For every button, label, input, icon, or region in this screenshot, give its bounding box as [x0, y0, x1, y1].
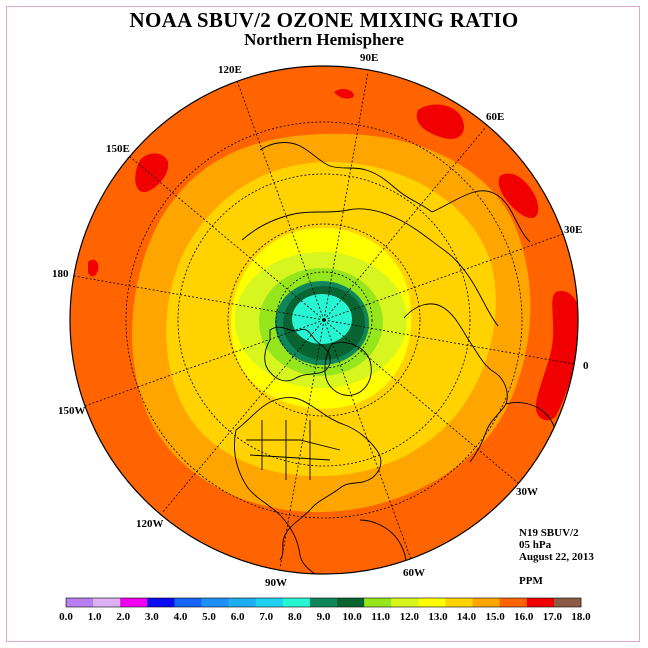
colorbar-tick-label: 8.0	[288, 611, 302, 623]
max-region	[334, 89, 354, 99]
colorbar-tick-label: 0.0	[59, 611, 73, 623]
date-label: August 22, 2013	[519, 551, 594, 563]
max-region	[498, 173, 539, 218]
colorbar-tick-label: 6.0	[231, 611, 245, 623]
lon-label-0: 0	[583, 360, 589, 372]
coastline-asia	[259, 142, 433, 213]
colorbar-swatch	[201, 598, 229, 607]
lon-label-180: 180	[52, 268, 69, 280]
colorbar-swatch	[255, 598, 284, 607]
lon-label-150w: 150W	[58, 405, 86, 417]
colorbar-tick-label: 14.0	[457, 611, 477, 623]
colorbar-tick-label: 17.0	[543, 611, 563, 623]
lon-label-60e: 60E	[486, 111, 504, 123]
max-region	[535, 291, 578, 421]
colorbar-tick-label: 10.0	[342, 611, 362, 623]
colorbar-tick-label: 16.0	[514, 611, 534, 623]
colorbar-swatch	[337, 598, 365, 607]
colorbar-swatch	[418, 598, 446, 607]
instrument-label: N19 SBUV/2	[519, 527, 579, 539]
colorbar-swatch	[445, 598, 473, 607]
colorbar-swatch	[228, 598, 257, 607]
max-region	[135, 153, 169, 193]
colorbar-tick-label: 3.0	[145, 611, 159, 623]
pressure-level: 05 hPa	[519, 539, 552, 551]
colorbar-swatch	[66, 598, 94, 607]
colorbar-tick-label: 2.0	[116, 611, 130, 623]
units-label: PPM	[519, 575, 543, 587]
max-region	[88, 259, 99, 277]
coastline-greenland	[324, 342, 372, 396]
coastline-asia	[241, 208, 499, 327]
colorbar-swatch	[526, 598, 555, 607]
colorbar-tick-label: 15.0	[486, 611, 506, 623]
map-subtitle: Northern Hemisphere	[244, 30, 404, 49]
colorbar-swatch	[391, 598, 419, 607]
lon-label-60w: 60W	[403, 567, 425, 579]
max-region	[416, 104, 464, 139]
colorbar-tick-label: 5.0	[202, 611, 216, 623]
colorbar-swatch	[174, 598, 202, 607]
colorbar-swatch	[282, 598, 311, 607]
lon-label-90e: 90E	[360, 52, 378, 64]
coastline-us-states	[246, 420, 341, 480]
lon-label-30w: 30W	[516, 486, 538, 498]
colorbar-tick-label: 11.0	[371, 611, 390, 623]
lon-label-120e: 120E	[218, 64, 242, 76]
lon-label-30e: 30E	[564, 224, 582, 236]
map-title: NOAA SBUV/2 OZONE MIXING RATIO	[129, 8, 519, 32]
colorbar-tick-label: 1.0	[88, 611, 102, 623]
colorbar-tick-label: 9.0	[317, 611, 331, 623]
colorbar-swatch	[364, 598, 392, 607]
colorbar-swatch	[93, 598, 121, 607]
lon-label-90w: 90W	[265, 577, 287, 589]
coastline-north-america	[234, 429, 317, 574]
colorbar-swatch	[147, 598, 175, 607]
colorbar-swatch	[472, 598, 500, 607]
colorbar-swatch	[553, 598, 582, 607]
band-8	[292, 294, 352, 344]
colorbar-tick-label: 7.0	[259, 611, 273, 623]
lon-label-150e: 150E	[106, 143, 130, 155]
colorbar-tick-label: 12.0	[400, 611, 420, 623]
colorbar: 0.0 1.0 2.0 3.0 4.0 5.0 6.0 7.0 8.0 9.0 10.0 11.0 12…	[59, 597, 591, 623]
colorbar-swatch	[120, 598, 148, 607]
coastline-north-america	[235, 397, 382, 561]
colorbar-tick-label: 4.0	[174, 611, 188, 623]
coastline-asia	[431, 190, 531, 243]
figure-frame	[6, 6, 640, 642]
coastline-canada-islands	[264, 326, 331, 382]
colorbar-tick-label: 13.0	[428, 611, 448, 623]
colorbar-tick-label: 18.0	[571, 611, 591, 623]
colorbar-swatch	[499, 598, 528, 607]
colorbar-frame	[65, 597, 582, 608]
colorbar-swatch	[309, 598, 338, 607]
lon-label-120w: 120W	[136, 518, 164, 530]
coastline-europe	[403, 303, 508, 463]
map-boundary	[69, 65, 579, 575]
